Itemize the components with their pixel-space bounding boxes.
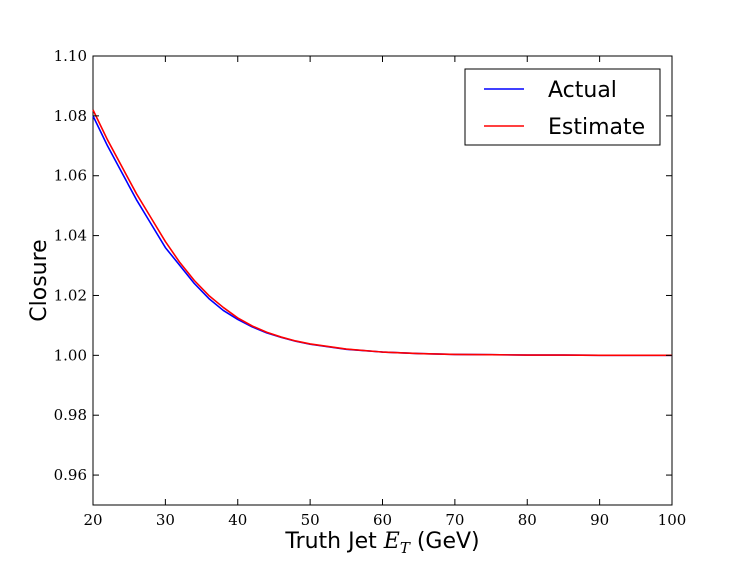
legend: Actual Estimate bbox=[464, 68, 661, 146]
x-axis-title-math-sub: T bbox=[400, 539, 411, 557]
x-tick-label: 100 bbox=[658, 511, 687, 529]
x-axis-title: Truth Jet ET (GeV) bbox=[284, 529, 479, 557]
y-axis-title: Closure bbox=[27, 239, 52, 321]
x-axis-title-suffix: (GeV) bbox=[410, 529, 480, 554]
x-tick-label: 60 bbox=[373, 511, 392, 529]
tick-labels: 20 30 40 50 60 70 80 90 100 0.96 0.98 1.00 1.02 1.04 1… bbox=[54, 47, 687, 529]
x-tick-label: 50 bbox=[301, 511, 320, 529]
x-axis-title-math-base: E bbox=[383, 529, 400, 554]
legend-box bbox=[464, 68, 661, 146]
legend-label-actual: Actual bbox=[548, 78, 617, 103]
ticks-layer bbox=[92, 55, 673, 505]
y-tick-label: 1.00 bbox=[54, 346, 87, 364]
series-line-estimate bbox=[92, 109, 672, 357]
series-layer bbox=[92, 109, 672, 357]
y-tick-label: 1.10 bbox=[54, 47, 87, 65]
x-tick-label: 80 bbox=[518, 511, 537, 529]
x-tick-label: 40 bbox=[228, 511, 247, 529]
legend-entries: Actual Estimate bbox=[484, 78, 645, 140]
y-tick-label: 0.98 bbox=[54, 406, 87, 424]
legend-entry-actual: Actual bbox=[484, 78, 617, 103]
y-tick-label: 0.96 bbox=[54, 466, 87, 484]
y-tick-label: 1.08 bbox=[54, 107, 87, 125]
x-tick-label: 70 bbox=[445, 511, 464, 529]
y-tick-label: 1.06 bbox=[54, 167, 87, 185]
x-tick-label: 20 bbox=[83, 511, 102, 529]
legend-label-estimate: Estimate bbox=[548, 115, 645, 140]
x-tick-label: 90 bbox=[590, 511, 609, 529]
y-tick-label: 1.02 bbox=[54, 286, 87, 304]
x-axis-title-prefix: Truth Jet bbox=[284, 529, 383, 554]
x-tick-label: 30 bbox=[156, 511, 175, 529]
legend-entry-estimate: Estimate bbox=[484, 115, 645, 140]
y-tick-label: 1.04 bbox=[54, 227, 87, 245]
